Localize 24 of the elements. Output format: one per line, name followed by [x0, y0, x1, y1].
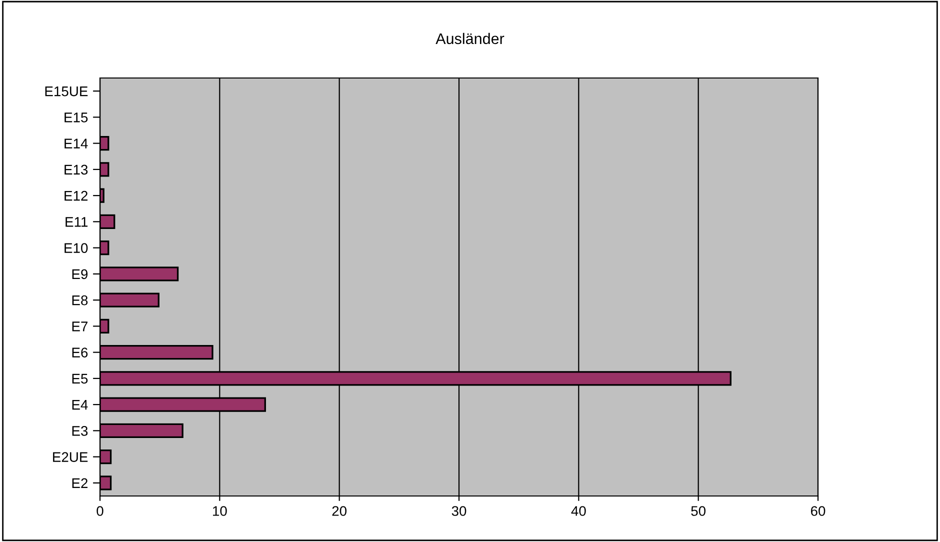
- x-tick-label: 30: [452, 506, 466, 516]
- x-tick-label: 0: [96, 506, 104, 516]
- y-tick-label: E11: [66, 217, 88, 227]
- x-tick-label: 50: [691, 506, 706, 516]
- y-tick-label: E7: [72, 322, 88, 332]
- y-tick-label: E8: [72, 295, 88, 306]
- y-tick-label: E9: [72, 269, 88, 280]
- y-tick-label: E10: [64, 243, 88, 253]
- x-tick-label: 60: [810, 506, 826, 516]
- y-tick-label: E12: [64, 190, 88, 201]
- y-tick-label: E6: [72, 348, 88, 358]
- x-tick-label: 10: [213, 506, 227, 516]
- y-tick-label: E14: [64, 138, 88, 148]
- y-tick-label: E3: [72, 426, 88, 436]
- y-tick-label: E5: [72, 374, 88, 384]
- y-tick-label: E15: [64, 112, 88, 122]
- y-tick-label: E15UE: [45, 86, 88, 96]
- x-tick-label: 40: [571, 506, 586, 516]
- y-tick-label: E2UE: [53, 452, 88, 462]
- x-tick-label: 20: [332, 506, 347, 516]
- chart-title: Ausländer: [436, 32, 504, 44]
- y-tick-label: E2: [72, 478, 88, 488]
- y-tick-label: E4: [72, 400, 88, 410]
- y-tick-label: E13: [64, 164, 88, 175]
